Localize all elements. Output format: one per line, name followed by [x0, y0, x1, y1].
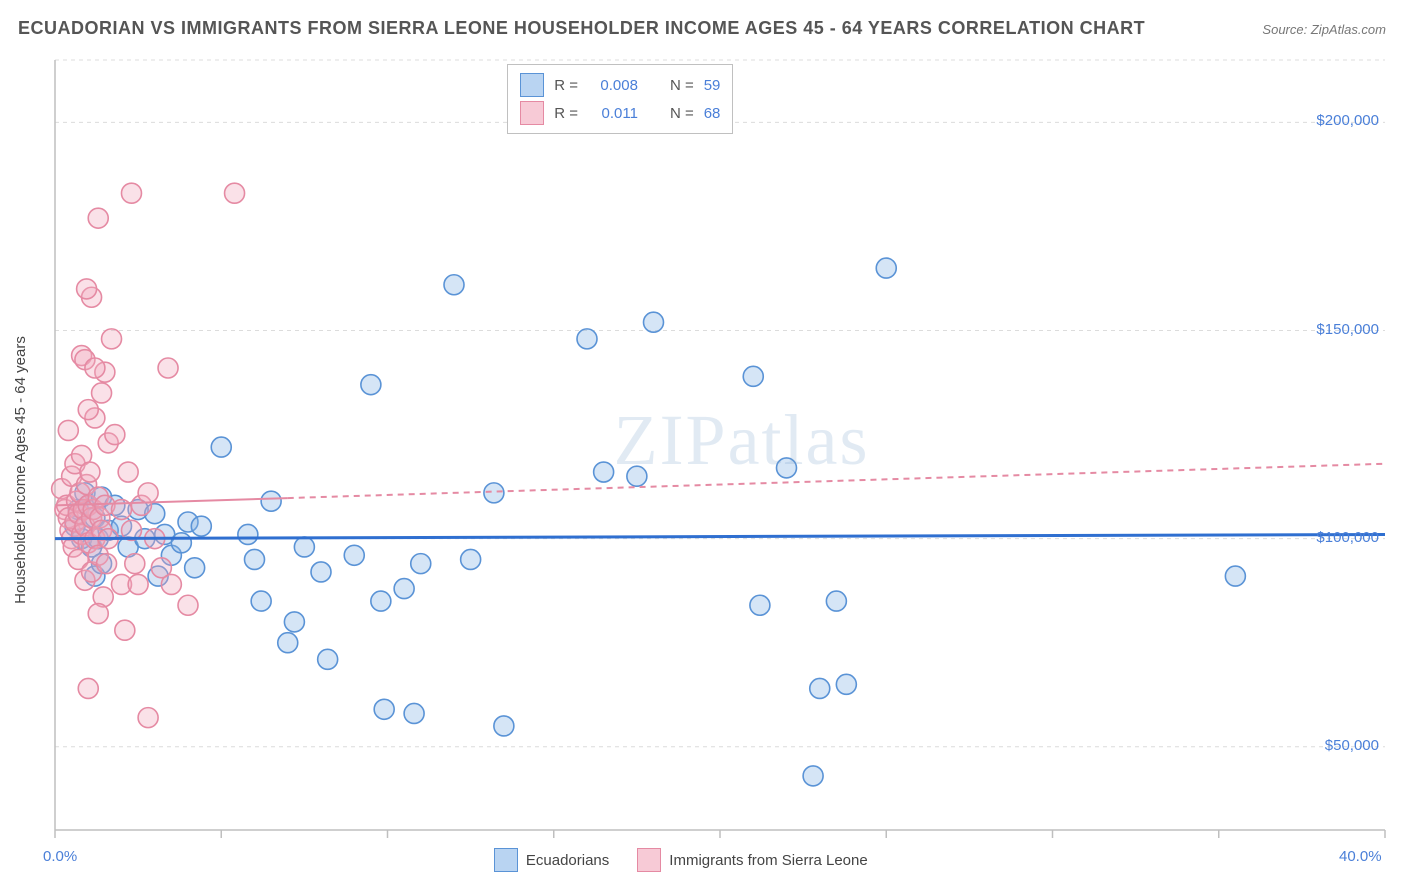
- n-value: 68: [704, 105, 721, 122]
- chart-title: ECUADORIAN VS IMMIGRANTS FROM SIERRA LEO…: [18, 18, 1145, 39]
- source-credit: Source: ZipAtlas.com: [1262, 22, 1386, 37]
- source-name: ZipAtlas.com: [1311, 22, 1386, 37]
- y-tick-label: $100,000: [1299, 529, 1379, 546]
- legend-stats-box: R = 0.008 N = 59 R = 0.011 N = 68: [507, 64, 733, 134]
- legend-swatch: [637, 848, 661, 872]
- n-value: 59: [704, 77, 721, 94]
- legend-label: Ecuadorians: [526, 852, 609, 869]
- n-label: N =: [670, 105, 694, 122]
- legend-label: Immigrants from Sierra Leone: [669, 852, 867, 869]
- r-label: R =: [554, 77, 578, 94]
- legend-series: Ecuadorians Immigrants from Sierra Leone: [494, 848, 868, 872]
- legend-swatch: [520, 101, 544, 125]
- legend-swatch: [520, 73, 544, 97]
- legend-stat-row: R = 0.011 N = 68: [520, 99, 720, 127]
- legend-swatch: [494, 848, 518, 872]
- legend-item: Ecuadorians: [494, 848, 609, 872]
- scatter-plot: [0, 50, 1405, 850]
- x-tick-label: 0.0%: [43, 848, 77, 865]
- source-label: Source:: [1262, 22, 1307, 37]
- legend-stat-row: R = 0.008 N = 59: [520, 71, 720, 99]
- r-label: R =: [554, 105, 578, 122]
- x-tick-label: 40.0%: [1339, 848, 1382, 865]
- y-tick-label: $50,000: [1299, 737, 1379, 754]
- n-label: N =: [670, 77, 694, 94]
- y-tick-label: $150,000: [1299, 321, 1379, 338]
- chart-container: Householder Income Ages 45 - 64 years ZI…: [0, 50, 1406, 892]
- y-tick-label: $200,000: [1299, 112, 1379, 129]
- r-value: 0.011: [588, 105, 638, 122]
- r-value: 0.008: [588, 77, 638, 94]
- legend-item: Immigrants from Sierra Leone: [637, 848, 867, 872]
